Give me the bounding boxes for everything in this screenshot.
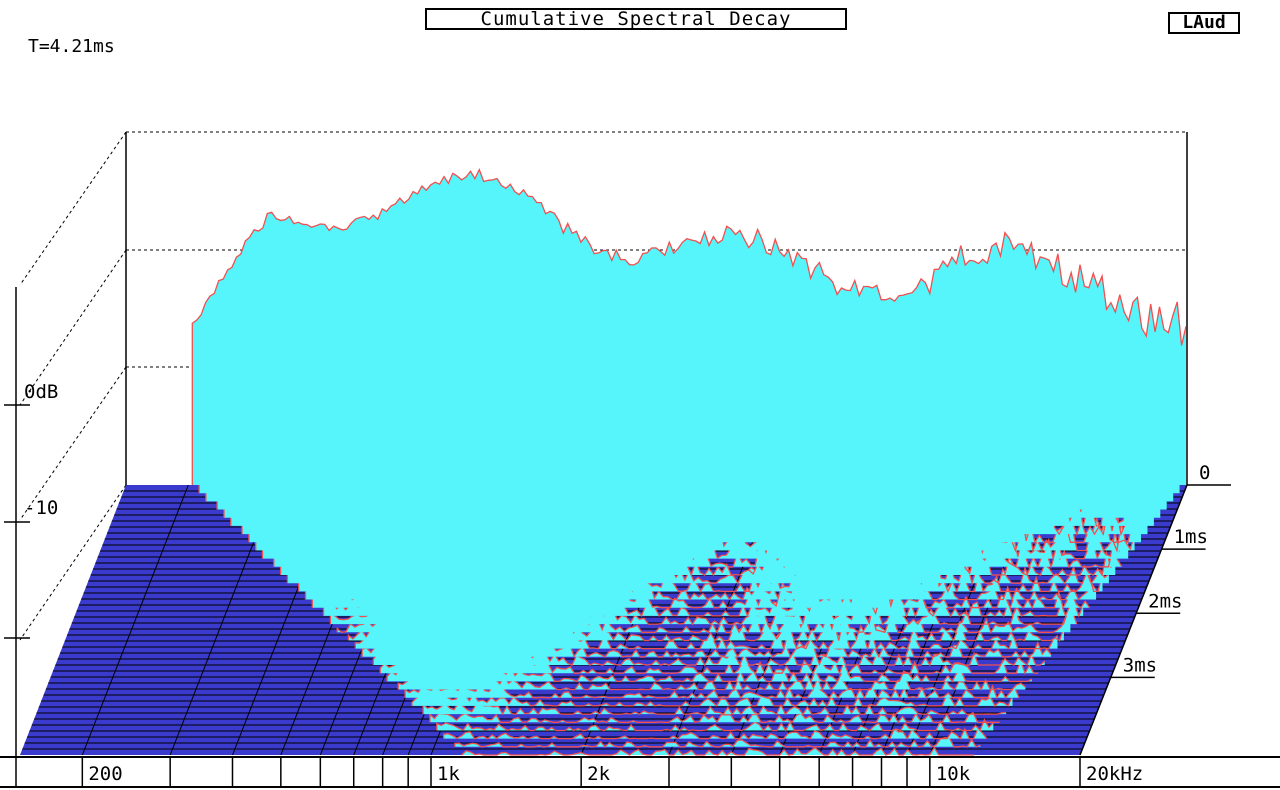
side-guide-line (19, 366, 127, 521)
decay-slice-fill (192, 169, 1187, 485)
decay-slice-fill (405, 683, 1020, 698)
time-readout: T=4.21ms (28, 36, 115, 57)
side-guide-line (19, 484, 127, 641)
decay-slice-line (191, 167, 1187, 485)
decay-slice-fill (355, 617, 1058, 649)
decay-slice-fill (373, 639, 1045, 665)
decay-slice-line (411, 692, 1014, 708)
freq-tick-label: 1k (437, 763, 460, 785)
title-box: Cumulative Spectral Decay (425, 8, 847, 30)
decay-slice-line (436, 718, 994, 732)
decay-slice-line (397, 673, 1026, 691)
side-guide-line (19, 249, 127, 406)
db-tick-label: -10 (24, 497, 58, 519)
decay-slice-fill (429, 712, 1000, 723)
plot-axes: 200 1k 2k 10k 20kHz 0dB -10 0 1ms 2ms 3ms (0, 287, 1280, 788)
freq-tick-label: 10k (936, 763, 971, 785)
time-axis-line (1079, 484, 1188, 756)
floor-freq-line (81, 484, 189, 756)
decay-slice-line (422, 702, 1007, 716)
time-tick-label: 3ms (1123, 654, 1157, 676)
freq-tick-label: 2k (587, 763, 610, 785)
time-tick-label: 2ms (1148, 590, 1182, 612)
brand-badge: LAud (1168, 12, 1240, 34)
freq-tick-label: 200 (88, 763, 122, 785)
decay-slice-fill (380, 650, 1039, 674)
decay-slice-line (454, 736, 981, 748)
freq-tick-label: 20kHz (1086, 763, 1143, 785)
decay-slice-fill (443, 728, 987, 739)
decay-slice-fill (454, 737, 981, 747)
decay-slice-fill (387, 662, 1032, 682)
decay-surface (191, 167, 1187, 757)
time-tick-label: 0 (1199, 462, 1210, 484)
decay-slice-line (461, 746, 974, 757)
time-tick-label: 1ms (1174, 526, 1208, 548)
side-guide-line (19, 131, 127, 286)
decay-slice-line (429, 711, 1000, 724)
decay-slice-fill (362, 628, 1052, 657)
decay-slice-fill (423, 703, 1007, 715)
db-tick-label: 0dB (24, 381, 58, 403)
